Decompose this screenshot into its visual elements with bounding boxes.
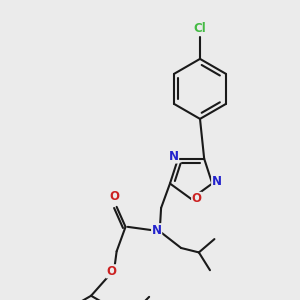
Text: N: N bbox=[212, 175, 222, 188]
Text: O: O bbox=[192, 192, 202, 206]
Text: O: O bbox=[110, 190, 119, 203]
Text: N: N bbox=[152, 224, 162, 237]
Text: O: O bbox=[106, 265, 116, 278]
Text: Cl: Cl bbox=[194, 22, 206, 35]
Text: N: N bbox=[169, 150, 178, 163]
